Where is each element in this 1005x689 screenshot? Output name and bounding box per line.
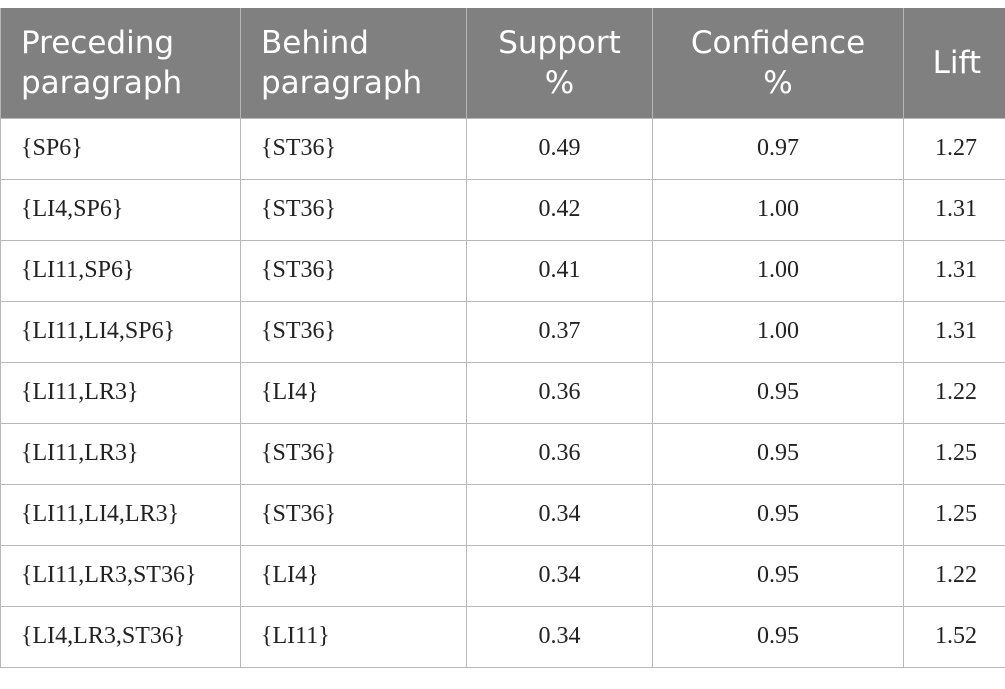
table-row: {LI11,LR3,ST36} {LI4} 0.34 0.95 1.22 [0, 544, 1005, 607]
table-row: {LI11,SP6} {ST36} 0.41 1.00 1.31 [0, 239, 1005, 302]
table-row: {SP6} {ST36} 0.49 0.97 1.27 [0, 117, 1005, 180]
table-row: {LI11,LI4,LR3} {ST36} 0.34 0.95 1.25 [0, 483, 1005, 546]
cell-support: 0.41 [466, 239, 653, 302]
table-row: {LI11,LI4,SP6} {ST36} 0.37 1.00 1.31 [0, 300, 1005, 363]
cell-preceding: {LI4,LR3,ST36} [0, 605, 241, 668]
cell-lift: 1.27 [903, 117, 1005, 180]
cell-preceding: {LI11,LI4,LR3} [0, 483, 241, 546]
cell-support: 0.42 [466, 178, 653, 241]
cell-preceding: {LI11,LR3} [0, 361, 241, 424]
association-rules-table: Preceding paragraph Behind paragraph Sup… [0, 8, 1005, 668]
table-row: {LI11,LR3} {LI4} 0.36 0.95 1.22 [0, 361, 1005, 424]
cell-lift: 1.25 [903, 422, 1005, 485]
cell-preceding: {SP6} [0, 117, 241, 180]
cell-lift: 1.31 [903, 239, 1005, 302]
cell-behind: {ST36} [240, 300, 467, 363]
cell-preceding: {LI11,LI4,SP6} [0, 300, 241, 363]
header-behind-paragraph: Behind paragraph [240, 8, 467, 118]
header-support: Support % [466, 8, 653, 118]
cell-support: 0.36 [466, 422, 653, 485]
cell-confidence: 0.95 [652, 544, 904, 607]
cell-confidence: 0.97 [652, 117, 904, 180]
table-row: {LI4,SP6} {ST36} 0.42 1.00 1.31 [0, 178, 1005, 241]
table-row: {LI11,LR3} {ST36} 0.36 0.95 1.25 [0, 422, 1005, 485]
cell-behind: {LI4} [240, 361, 467, 424]
cell-support: 0.36 [466, 361, 653, 424]
cell-confidence: 0.95 [652, 422, 904, 485]
cell-confidence: 1.00 [652, 178, 904, 241]
cell-preceding: {LI11,LR3,ST36} [0, 544, 241, 607]
cell-behind: {LI4} [240, 544, 467, 607]
cell-preceding: {LI4,SP6} [0, 178, 241, 241]
cell-support: 0.37 [466, 300, 653, 363]
cell-support: 0.49 [466, 117, 653, 180]
table-body: {SP6} {ST36} 0.49 0.97 1.27 {LI4,SP6} {S… [0, 117, 1005, 668]
cell-behind: {ST36} [240, 239, 467, 302]
cell-support: 0.34 [466, 544, 653, 607]
cell-support: 0.34 [466, 483, 653, 546]
table-header: Preceding paragraph Behind paragraph Sup… [0, 8, 1005, 118]
cell-preceding: {LI11,LR3} [0, 422, 241, 485]
cell-confidence: 0.95 [652, 483, 904, 546]
cell-lift: 1.31 [903, 178, 1005, 241]
cell-behind: {ST36} [240, 178, 467, 241]
cell-behind: {LI11} [240, 605, 467, 668]
cell-behind: {ST36} [240, 117, 467, 180]
cell-lift: 1.25 [903, 483, 1005, 546]
cell-lift: 1.22 [903, 361, 1005, 424]
cell-confidence: 0.95 [652, 361, 904, 424]
header-row: Preceding paragraph Behind paragraph Sup… [0, 8, 1005, 118]
header-lift: Lift [903, 8, 1005, 118]
cell-behind: {ST36} [240, 483, 467, 546]
cell-support: 0.34 [466, 605, 653, 668]
header-preceding-paragraph: Preceding paragraph [0, 8, 241, 118]
cell-lift: 1.31 [903, 300, 1005, 363]
cell-lift: 1.22 [903, 544, 1005, 607]
cell-confidence: 1.00 [652, 300, 904, 363]
header-confidence: Confidence % [652, 8, 904, 118]
cell-lift: 1.52 [903, 605, 1005, 668]
cell-behind: {ST36} [240, 422, 467, 485]
cell-confidence: 1.00 [652, 239, 904, 302]
cell-confidence: 0.95 [652, 605, 904, 668]
cell-preceding: {LI11,SP6} [0, 239, 241, 302]
table-row: {LI4,LR3,ST36} {LI11} 0.34 0.95 1.52 [0, 605, 1005, 668]
